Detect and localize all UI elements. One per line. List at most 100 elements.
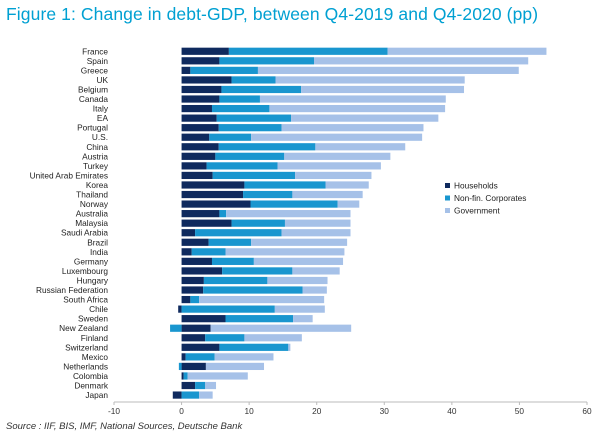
chart-title: Figure 1: Change in debt-GDP, between Q4…: [6, 4, 539, 24]
bar-segment: [292, 190, 363, 199]
category-label: UK: [96, 75, 108, 85]
x-tick-label: -10: [108, 406, 120, 416]
x-axis: -10 0 10 20 30 40 50 60: [108, 401, 592, 416]
legend-label: Government: [454, 206, 500, 216]
bar-segment: [315, 143, 406, 151]
bar-segment: [267, 276, 328, 285]
bar-segment: [221, 85, 302, 94]
bar-segment: [181, 219, 232, 227]
category-label: Belgium: [78, 84, 108, 94]
bar-segment: [275, 76, 465, 84]
bar-segment: [214, 353, 274, 361]
bar-segment: [291, 114, 439, 122]
bar-segment: [181, 315, 226, 323]
category-label: Germany: [74, 256, 109, 266]
bar-segment: [259, 95, 446, 103]
bar-segment: [387, 47, 547, 55]
bar-segment: [206, 162, 278, 170]
bar-segment: [181, 248, 192, 256]
bar-segment: [181, 85, 222, 94]
bar-segment: [218, 143, 316, 151]
bar-segment: [195, 229, 282, 237]
bar-segment: [203, 286, 303, 294]
bar-segment: [216, 114, 292, 122]
bar-segment: [205, 362, 265, 371]
bar-segment: [302, 286, 327, 294]
bar-segment: [181, 104, 212, 113]
bar-segment: [325, 181, 369, 189]
bar-segment: [181, 362, 206, 371]
bar-segment: [211, 104, 270, 113]
x-tick-label: 10: [245, 406, 255, 416]
bar-segment: [181, 210, 220, 218]
legend-label: Non-fin. Corporates: [454, 193, 526, 203]
category-label: Australia: [76, 209, 109, 219]
category-label: United Arab Emirates: [30, 170, 108, 180]
bar-segment: [225, 315, 294, 323]
bar-segment: [181, 200, 251, 208]
bar-segment: [181, 114, 217, 122]
bar-segment: [181, 66, 191, 74]
bar-segment: [181, 276, 204, 285]
bar-segment: [253, 257, 344, 265]
legend-swatch: [445, 183, 450, 188]
bar-segment: [269, 104, 446, 113]
bar-segment: [205, 381, 217, 390]
category-label: U.S.: [92, 132, 108, 142]
bar-segment: [199, 295, 325, 304]
category-label: Saudi Arabia: [61, 228, 108, 238]
bar-segment: [295, 171, 372, 180]
category-labels: FranceSpainGreeceUKBelgiumCanadaItalyEAP…: [30, 46, 109, 400]
bar-segment: [181, 143, 219, 151]
bar-segment: [172, 391, 182, 399]
category-label: Luxembourg: [62, 266, 109, 276]
x-tick-label: 0: [179, 406, 184, 416]
bar-segment: [181, 76, 232, 84]
bar-segment: [195, 381, 206, 390]
bar-segment: [181, 181, 245, 189]
bar-segment: [181, 343, 220, 351]
bar-segment: [212, 171, 296, 180]
bar-segment: [284, 152, 391, 160]
x-tick-label: 40: [447, 406, 457, 416]
category-label: France: [82, 46, 108, 56]
bar-segment: [181, 95, 220, 103]
bar-segment: [181, 286, 204, 294]
bar-segment: [181, 267, 223, 275]
bar-segment: [277, 162, 381, 170]
bar-segment: [250, 200, 338, 208]
category-label: Switzerland: [65, 342, 108, 352]
category-label: Canada: [79, 94, 108, 104]
category-label: Hungary: [77, 275, 109, 285]
category-label: Greece: [81, 65, 109, 75]
bar-segment: [284, 219, 351, 227]
category-label: Spain: [87, 56, 109, 66]
bar-segment: [203, 276, 268, 285]
bar-segment: [226, 210, 351, 218]
bar-segment: [181, 57, 220, 65]
bar-segment: [185, 353, 215, 361]
bar-segment: [208, 238, 252, 246]
category-label: Malaysia: [75, 218, 108, 228]
bar-segment: [181, 391, 200, 399]
bar-segment: [181, 295, 191, 304]
category-label: Austria: [82, 151, 108, 161]
legend-swatch: [445, 195, 450, 201]
x-tick-label: 20: [312, 406, 322, 416]
bar-segment: [231, 219, 285, 227]
category-label: India: [90, 247, 108, 257]
bar-segment: [181, 124, 219, 132]
bar-segment: [178, 305, 182, 313]
category-label: Portugal: [77, 123, 108, 133]
category-label: China: [86, 142, 108, 152]
category-label: Brazil: [87, 237, 108, 247]
category-label: Thailand: [76, 190, 108, 200]
bar-segment: [293, 315, 313, 323]
bar-segment: [181, 229, 196, 237]
category-label: Finland: [81, 333, 109, 343]
bar-segment: [218, 124, 282, 132]
bar-segment: [187, 372, 248, 380]
bar-segment: [181, 171, 213, 180]
category-label: South Africa: [63, 295, 108, 305]
x-tick-label: 50: [515, 406, 525, 416]
